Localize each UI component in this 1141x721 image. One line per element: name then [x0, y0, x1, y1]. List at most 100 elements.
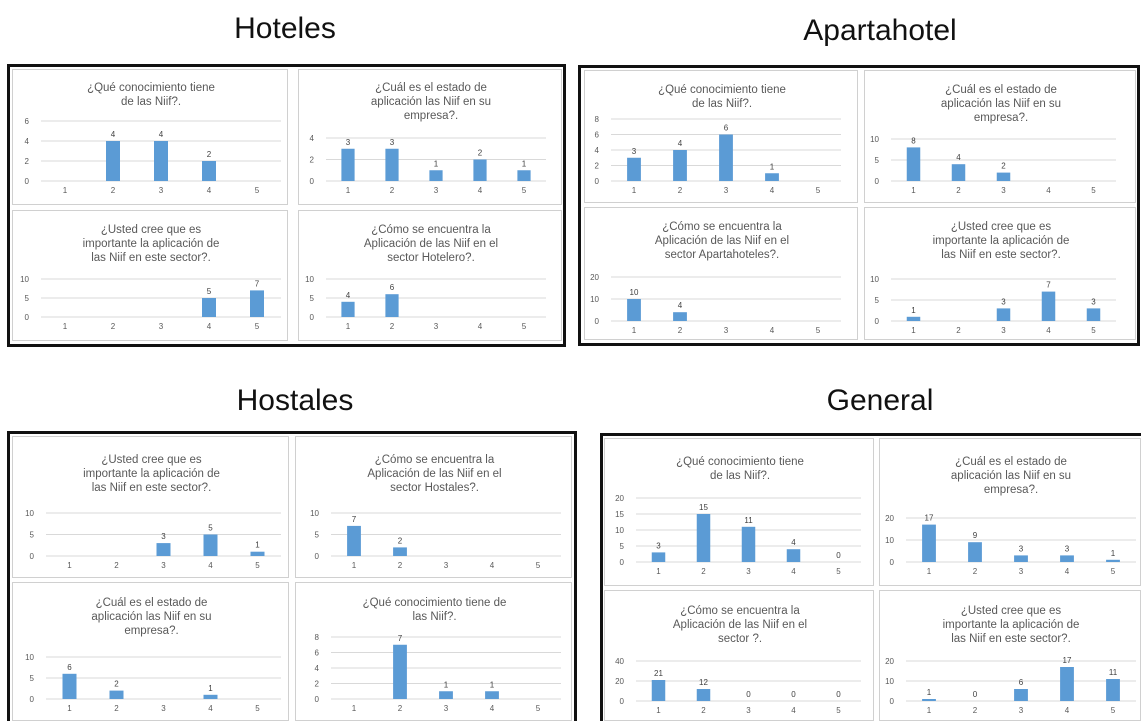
x-tick-label: 3	[1019, 567, 1024, 576]
data-label: 1	[255, 541, 260, 550]
data-label: 4	[159, 130, 164, 139]
group-title-apartahotel: Apartahotel	[803, 14, 957, 47]
chart-panel: ¿Cuál es el estado de aplicación las Niif…	[298, 69, 562, 205]
x-tick-label: 4	[207, 186, 212, 195]
data-label: 2	[478, 149, 483, 158]
data-label: 1	[444, 680, 449, 689]
data-label: 3	[1001, 297, 1006, 306]
x-tick-label: 2	[390, 186, 395, 195]
data-label: 1	[1111, 549, 1116, 558]
x-tick-label: 4	[770, 186, 775, 195]
chart-title-line: las Niif en este sector?.	[951, 633, 1071, 645]
bar	[202, 161, 216, 181]
bar	[1060, 555, 1074, 562]
y-tick-label: 20	[590, 273, 599, 282]
bar-chart: ¿Cuál es el estado de aplicación las Niif…	[870, 84, 1116, 195]
bar-chart: ¿Cuál es el estado de aplicación las Niif…	[310, 82, 546, 195]
y-tick-label: 0	[30, 695, 35, 704]
y-tick-label: 5	[30, 674, 35, 683]
data-label: 1	[911, 306, 916, 315]
bar	[906, 316, 921, 321]
bar	[765, 173, 779, 181]
y-tick-label: 0	[595, 317, 600, 326]
data-label: 10	[630, 288, 639, 297]
x-tick-label: 3	[444, 704, 449, 713]
bar	[517, 170, 531, 181]
y-tick-label: 0	[315, 552, 320, 561]
chart-panel: ¿Cuál es el estado de aplicación las Niif…	[12, 582, 289, 721]
y-tick-label: 10	[310, 509, 319, 518]
chart-panel: ¿Usted cree que es importante la aplicaci…	[864, 207, 1136, 340]
x-tick-label: 3	[159, 186, 164, 195]
chart-title-line: ¿Qué conocimiento tiene	[676, 456, 804, 468]
data-label: 4	[678, 301, 683, 310]
data-label: 6	[724, 124, 729, 133]
x-tick-label: 5	[1111, 706, 1116, 715]
bar	[627, 157, 641, 181]
chart-title-line: importante la aplicación de	[933, 235, 1070, 247]
x-tick-label: 4	[208, 561, 213, 570]
chart-title-line: de las Niif?.	[710, 470, 770, 482]
chart-title-line: de las Niif?.	[121, 96, 181, 108]
x-tick-label: 1	[346, 322, 351, 331]
data-label: 1	[927, 688, 932, 697]
x-tick-label: 5	[255, 322, 260, 331]
x-tick-label: 2	[114, 561, 119, 570]
x-tick-label: 4	[1046, 186, 1051, 195]
bar-chart: ¿Usted cree que es importante la aplicaci…	[25, 454, 281, 570]
x-tick-label: 1	[63, 186, 68, 195]
chart-title-line: Aplicación de las Niif en el	[673, 619, 807, 631]
data-label: 17	[1063, 656, 1072, 665]
y-tick-label: 10	[20, 275, 29, 284]
data-label: 3	[1091, 297, 1096, 306]
y-tick-label: 8	[595, 115, 600, 124]
bar	[906, 147, 921, 181]
chart-title-line: ¿Cómo se encuentra la	[662, 221, 782, 233]
x-tick-label: 3	[746, 706, 751, 715]
bar	[385, 148, 399, 181]
chart-panel: ¿Qué conocimiento tiene de las Niif?. 0 2 4 6…	[295, 582, 572, 721]
data-label: 2	[114, 680, 119, 689]
x-tick-label: 2	[956, 326, 961, 335]
data-label: 6	[1019, 678, 1024, 687]
x-tick-label: 4	[791, 567, 796, 576]
x-tick-label: 4	[207, 322, 212, 331]
bar	[996, 172, 1011, 181]
y-tick-label: 0	[25, 177, 30, 186]
data-label: 4	[678, 139, 683, 148]
y-tick-label: 0	[595, 177, 600, 186]
chart-title-line: aplicación las Niif en su	[91, 611, 211, 623]
bar	[1014, 555, 1028, 562]
y-tick-label: 6	[315, 649, 320, 658]
x-tick-label: 5	[255, 186, 260, 195]
y-tick-label: 0	[315, 695, 320, 704]
x-tick-label: 2	[398, 704, 403, 713]
x-tick-label: 5	[836, 706, 841, 715]
bar	[154, 141, 168, 181]
chart-title-line: ¿Qué conocimiento tiene	[87, 82, 215, 94]
bar	[922, 699, 936, 701]
data-label: 7	[352, 515, 357, 524]
x-tick-label: 2	[973, 567, 978, 576]
y-tick-label: 0	[620, 558, 625, 567]
bar	[741, 526, 756, 562]
bar	[1060, 667, 1074, 701]
y-tick-label: 10	[885, 536, 894, 545]
data-label: 6	[67, 663, 72, 672]
data-label: 7	[1046, 281, 1051, 290]
bar	[341, 301, 355, 317]
data-label: 0	[836, 690, 841, 699]
chart-title-line: Aplicación de las Niif en el	[367, 468, 501, 480]
bar	[1106, 559, 1120, 562]
bar	[719, 134, 733, 181]
chart-title-line: ¿Cuál es el estado de	[375, 82, 487, 94]
data-label: 4	[111, 130, 116, 139]
x-tick-label: 4	[208, 704, 213, 713]
data-label: 4	[956, 153, 961, 162]
y-tick-label: 4	[310, 134, 315, 143]
data-label: 1	[770, 162, 775, 171]
data-label: 8	[911, 136, 916, 145]
x-tick-label: 4	[1046, 326, 1051, 335]
data-label: 0	[791, 690, 796, 699]
